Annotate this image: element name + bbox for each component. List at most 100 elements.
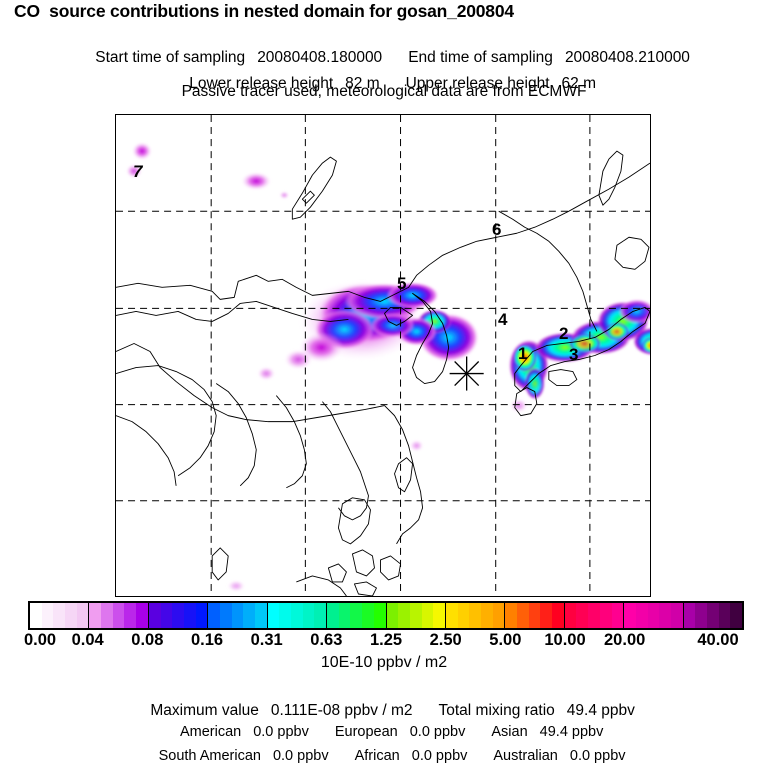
end-time-value: 20080408.210000 bbox=[564, 49, 690, 66]
colorbar-segment-7 bbox=[445, 603, 506, 628]
colorbar-step bbox=[564, 603, 577, 628]
colorbar-step bbox=[279, 603, 292, 628]
australian-label: Australian bbox=[493, 748, 558, 764]
asian-label: Asian bbox=[491, 724, 528, 740]
australian-value: 0.0 ppbv bbox=[569, 748, 626, 764]
colorbar-step bbox=[409, 603, 422, 628]
colorbar-step bbox=[136, 603, 148, 628]
colorbar-step bbox=[76, 603, 89, 628]
colorbar-step bbox=[243, 603, 256, 628]
colorbar-step bbox=[172, 603, 184, 628]
colorbar-step bbox=[635, 603, 648, 628]
african-label: African bbox=[354, 748, 400, 764]
colorbar-step bbox=[338, 603, 351, 628]
colorbar-tick-1.25: 1.25 bbox=[369, 631, 403, 649]
colorbar-segment-11 bbox=[683, 603, 743, 628]
european-value: 0.0 ppbv bbox=[409, 724, 466, 740]
region-label-4: 4 bbox=[498, 310, 508, 329]
colorbar-step bbox=[481, 603, 493, 628]
colorbar-step bbox=[398, 603, 410, 628]
colorbar-step bbox=[41, 603, 54, 628]
footer-line-regions-2: South American 0.0 ppbv African 0.0 ppbv Aus… bbox=[0, 732, 768, 780]
colorbar-step bbox=[30, 603, 42, 628]
colorbar-tick-20.00: 20.00 bbox=[604, 631, 646, 649]
colorbar-step bbox=[695, 603, 708, 628]
region-label-2: 2 bbox=[559, 324, 569, 343]
colorbar-step bbox=[124, 603, 137, 628]
colorbar-step bbox=[599, 603, 612, 628]
sampling-time-line: Start time of sampling 20080408.180000 End… bbox=[0, 31, 768, 85]
colorbar-step bbox=[457, 603, 470, 628]
total-mixing-ratio-label: Total mixing ratio bbox=[438, 702, 555, 719]
colorbar-step bbox=[350, 603, 363, 628]
colorbar-step bbox=[647, 603, 660, 628]
region-label-7: 7 bbox=[133, 162, 143, 181]
colorbar-step bbox=[101, 603, 113, 628]
colorbar-step bbox=[707, 603, 719, 628]
colorbar-segment-8 bbox=[505, 603, 565, 628]
concentration-field bbox=[126, 142, 650, 592]
colorbar-step bbox=[445, 603, 458, 628]
colorbar-step bbox=[267, 603, 280, 628]
american-value: 0.0 ppbv bbox=[253, 724, 309, 740]
upper-release-value: 62 m bbox=[561, 75, 596, 92]
colorbar-tick-labels: 0.00 0.04 0.08 0.16 0.31 0.63 1.25 2.50 5.00 10.0… bbox=[0, 631, 768, 653]
south-american-label: South American bbox=[158, 748, 261, 764]
colorbar-segment-10 bbox=[624, 603, 684, 628]
colorbar-step bbox=[53, 603, 66, 628]
colorbar-tick-0.31: 0.31 bbox=[250, 631, 283, 649]
colorbar-step bbox=[148, 603, 161, 628]
colorbar-step bbox=[517, 603, 529, 628]
colorbar-segment-3 bbox=[208, 603, 268, 628]
colorbar-tick-0.00: 0.00 bbox=[23, 631, 57, 649]
colorbar-step bbox=[528, 603, 541, 628]
colorbar-step bbox=[302, 603, 315, 628]
colorbar-step bbox=[611, 603, 624, 628]
tracer-note: Passive tracer used, meteorological data… bbox=[181, 83, 587, 100]
colorbar-step bbox=[624, 603, 636, 628]
asian-value: 49.4 ppbv bbox=[539, 724, 604, 740]
colorbar-segment-1 bbox=[89, 603, 149, 628]
american-label: American bbox=[179, 724, 242, 740]
colorbar-step bbox=[683, 603, 696, 628]
max-value-label: Maximum value bbox=[150, 702, 259, 719]
colorbar-step bbox=[89, 603, 102, 628]
map-panel: 7 6 5 4 1 2 3 bbox=[115, 114, 651, 597]
colorbar-tick-5.00: 5.00 bbox=[489, 631, 522, 649]
colorbar-step bbox=[421, 603, 434, 628]
colorbar-step bbox=[718, 603, 731, 628]
colorbar-step bbox=[327, 603, 339, 628]
colorbar-tick-0.08: 0.08 bbox=[131, 631, 164, 649]
start-time-value: 20080408.180000 bbox=[257, 49, 383, 66]
colorbar-step bbox=[112, 603, 125, 628]
colorbar-unit-label: 10E-10 ppbv / m2 bbox=[320, 654, 448, 671]
colorbar-step bbox=[588, 603, 600, 628]
colorbar-step bbox=[195, 603, 208, 628]
region-label-1: 1 bbox=[518, 344, 528, 363]
colorbar-tick-10.00: 10.00 bbox=[544, 631, 586, 649]
colorbar-step bbox=[469, 603, 482, 628]
colorbar-tick-0.16: 0.16 bbox=[190, 631, 224, 649]
colorbar-step bbox=[183, 603, 196, 628]
max-value-value: 0.111E-08 ppbv / m2 bbox=[270, 702, 413, 719]
colorbar-step bbox=[730, 603, 743, 628]
colorbar-step bbox=[291, 603, 303, 628]
colorbar-step bbox=[386, 603, 399, 628]
colorbar-segment-0 bbox=[30, 603, 90, 628]
region-label-5: 5 bbox=[397, 274, 407, 293]
european-label: European bbox=[334, 724, 398, 740]
footer-line-regions-1: American 0.0 ppbv European 0.0 ppbv Asian 49.… bbox=[0, 708, 768, 756]
lower-release-value: 82 m bbox=[345, 75, 380, 92]
release-height-line: Lower release height 82 m Upper release he… bbox=[0, 57, 768, 111]
colorbar-step bbox=[160, 603, 173, 628]
release-site-star bbox=[449, 356, 484, 391]
colorbar-step bbox=[255, 603, 267, 628]
colorbar-step bbox=[373, 603, 386, 628]
colorbar-segment-2 bbox=[148, 603, 209, 628]
colorbar-step bbox=[314, 603, 327, 628]
colorbar-step bbox=[659, 603, 671, 628]
colorbar-step bbox=[362, 603, 374, 628]
lower-release-label: Lower release height bbox=[189, 75, 334, 92]
colorbar-segment-9 bbox=[564, 603, 625, 628]
footer-line-max: Maximum value 0.111E-08 ppbv / m2 Total mi… bbox=[0, 684, 768, 738]
